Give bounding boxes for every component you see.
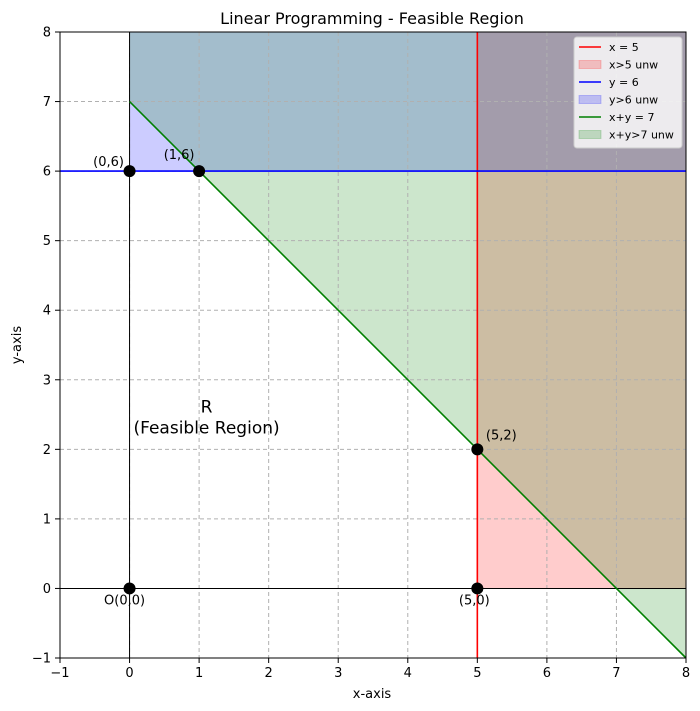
constraint-line-2 [128, 100, 687, 659]
legend-label: x+y>7 unw [609, 129, 674, 142]
corner-point-label: (1,6) [164, 148, 195, 163]
corner-point-label: (5,2) [486, 428, 517, 443]
x-axis-label: x-axis [353, 687, 392, 702]
y-axis-label: y-axis [10, 326, 25, 364]
y-tick-label: 0 [43, 582, 51, 597]
ticks: −1 0 1 2 3 4 5 6 7 8 −1 0 1 2 3 4 5 6 7 8 [32, 26, 690, 682]
corner-point [123, 582, 136, 595]
corner-points: O(0,0) (0,6) (1,6) (5,2) (5,0) [93, 148, 517, 608]
legend-swatch-fill [578, 95, 602, 104]
legend-swatch-fill [578, 60, 602, 69]
corner-point [471, 582, 484, 595]
legend-box [573, 36, 683, 149]
legend-swatch-fill [578, 130, 602, 139]
corner-point [123, 165, 136, 178]
x-tick-label: 8 [682, 666, 690, 681]
legend-label: x = 5 [609, 41, 639, 54]
y-tick-label: −1 [32, 652, 51, 667]
corner-point [193, 165, 206, 178]
legend: x = 5 x>5 unw y = 6 y>6 unw x+y = 7 x+y>7 unw [573, 36, 683, 149]
plot-frame [59, 31, 687, 659]
x-tick-label: −1 [50, 666, 69, 681]
x-tick-label: 6 [543, 666, 551, 681]
constraint-lines [60, 32, 687, 659]
y-tick-label: 7 [43, 95, 51, 110]
region-annotations: R(Feasible Region) [133, 398, 279, 439]
x-tick-label: 2 [265, 666, 273, 681]
y-tick-label: 1 [43, 512, 51, 527]
corner-point-label: O(0,0) [104, 593, 145, 608]
x-tick-label: 3 [334, 666, 342, 681]
y-tick-label: 5 [43, 234, 51, 249]
x-tick-label: 1 [195, 666, 203, 681]
region-label-1: (Feasible Region) [133, 418, 279, 438]
x-tick-label: 4 [404, 666, 412, 681]
y-tick-label: 8 [43, 26, 51, 41]
corner-point [471, 443, 484, 456]
fill-y-gt-6 [129, 32, 687, 172]
chart-title: Linear Programming - Feasible Region [220, 9, 524, 28]
y-tick-label: 6 [43, 165, 51, 180]
legend-label: x>5 unw [609, 59, 658, 72]
y-tick-label: 2 [43, 443, 51, 458]
x-tick-label: 5 [473, 666, 481, 681]
corner-point-label: (0,6) [93, 155, 124, 170]
x-tick-label: 0 [125, 666, 133, 681]
region-label-0: R [201, 398, 213, 418]
reference-axes [60, 32, 686, 658]
legend-label: y = 6 [609, 76, 639, 89]
legend-label: y>6 unw [609, 94, 658, 107]
y-tick-label: 4 [43, 304, 51, 319]
y-tick-label: 3 [43, 373, 51, 388]
x-tick-label: 7 [612, 666, 620, 681]
corner-point-label: (5,0) [459, 593, 490, 608]
legend-label: x+y = 7 [609, 111, 654, 124]
